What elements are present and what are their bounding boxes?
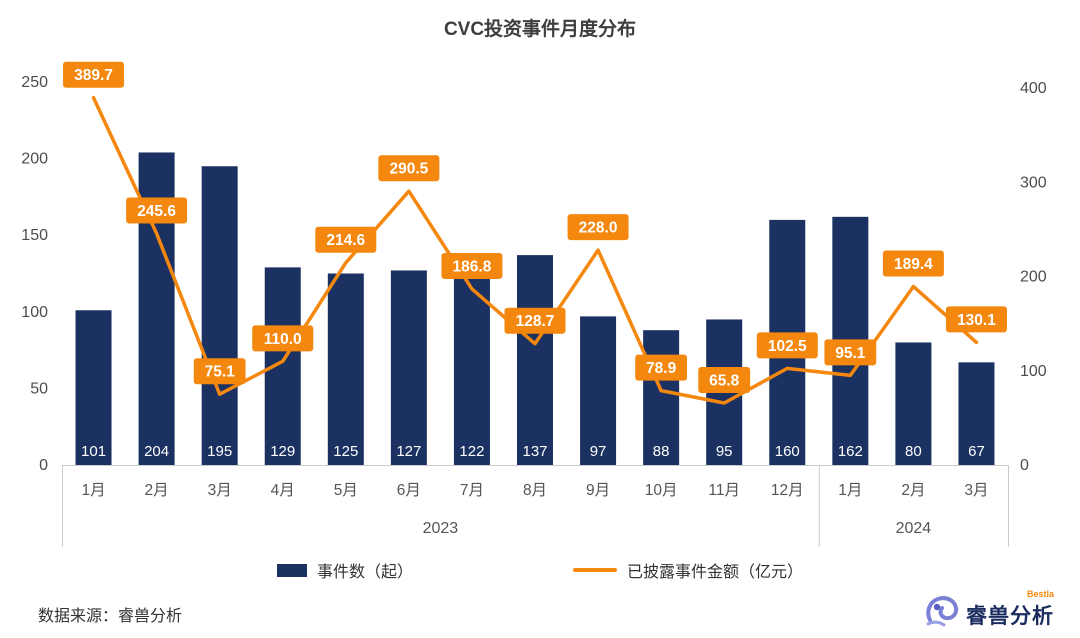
- axes: [62, 465, 1009, 547]
- logo-name: 睿兽分析: [966, 605, 1054, 628]
- svg-text:6月: 6月: [397, 482, 421, 499]
- svg-text:245.6: 245.6: [137, 203, 176, 220]
- bar-value-labels: 101 204 195 129 125 127 122 137 97 88 95 160 162 80 67: [81, 443, 985, 460]
- chart-canvas: 101 204 195 129 125 127 122 137 97 88 95 160 162 80 67…: [21, 61, 1047, 547]
- svg-text:95.1: 95.1: [835, 345, 866, 362]
- logo-tagline: Bestla: [1026, 589, 1054, 599]
- svg-text:400: 400: [1020, 80, 1047, 97]
- svg-text:65.8: 65.8: [709, 372, 740, 389]
- svg-text:122: 122: [459, 443, 484, 460]
- svg-text:75.1: 75.1: [205, 364, 236, 381]
- svg-text:67: 67: [968, 443, 985, 460]
- svg-text:8月: 8月: [523, 482, 547, 499]
- svg-text:300: 300: [1020, 174, 1047, 191]
- svg-text:100: 100: [21, 304, 48, 321]
- svg-text:0: 0: [39, 457, 48, 474]
- svg-text:127: 127: [396, 443, 421, 460]
- axis-tick-labels: 0 50 100 150 200 250 0 100 200 300 400: [21, 74, 1047, 474]
- bar-series-swatch: [276, 563, 307, 577]
- svg-text:389.7: 389.7: [74, 67, 113, 84]
- svg-text:2023: 2023: [423, 520, 459, 537]
- svg-text:125: 125: [333, 443, 358, 460]
- svg-text:7月: 7月: [460, 482, 484, 499]
- legend-item-bars[interactable]: 事件数（起）: [276, 558, 413, 582]
- svg-text:78.9: 78.9: [646, 360, 677, 377]
- svg-text:204: 204: [144, 443, 169, 460]
- brand-logo: Bestla 睿兽分析: [924, 589, 1054, 630]
- svg-text:2月: 2月: [145, 482, 169, 499]
- svg-text:3月: 3月: [964, 482, 988, 499]
- legend-item-line[interactable]: 已披露事件金额（亿元）: [573, 558, 803, 582]
- svg-text:130.1: 130.1: [957, 312, 996, 329]
- bars-group: [75, 152, 995, 466]
- svg-text:137: 137: [522, 443, 547, 460]
- svg-text:129: 129: [270, 443, 295, 460]
- svg-text:162: 162: [838, 443, 863, 460]
- legend-bar-label: 事件数（起）: [316, 564, 413, 581]
- svg-text:200: 200: [1020, 269, 1047, 286]
- svg-text:1月: 1月: [838, 482, 862, 499]
- svg-text:97: 97: [590, 443, 607, 460]
- bestla-logo-icon: [926, 596, 959, 627]
- svg-text:11月: 11月: [708, 482, 740, 499]
- svg-text:4月: 4月: [271, 482, 295, 499]
- svg-text:0: 0: [1020, 457, 1029, 474]
- svg-text:88: 88: [653, 443, 670, 460]
- svg-text:12月: 12月: [771, 482, 804, 499]
- x-axis-labels: 1月 2月 3月 4月 5月 6月 7月 8月 9月 10月 11月 12月 1月 2月 3月 2023 202…: [81, 482, 988, 537]
- data-source-note: 数据来源：睿兽分析: [38, 608, 183, 625]
- svg-text:9月: 9月: [586, 482, 610, 499]
- svg-text:10月: 10月: [645, 482, 678, 499]
- legend: 事件数（起） 已披露事件金额（亿元）: [0, 558, 1080, 582]
- svg-text:50: 50: [30, 380, 48, 397]
- svg-text:2024: 2024: [896, 520, 932, 537]
- svg-text:189.4: 189.4: [894, 256, 933, 273]
- legend-line-label: 已披露事件金额（亿元）: [627, 564, 804, 581]
- svg-text:214.6: 214.6: [326, 232, 365, 249]
- svg-text:290.5: 290.5: [389, 161, 428, 178]
- svg-text:1月: 1月: [81, 482, 105, 499]
- svg-text:100: 100: [1020, 363, 1047, 380]
- svg-text:195: 195: [207, 443, 232, 460]
- svg-text:150: 150: [21, 227, 48, 244]
- svg-text:228.0: 228.0: [579, 220, 618, 237]
- svg-text:102.5: 102.5: [768, 338, 807, 355]
- svg-text:128.7: 128.7: [516, 313, 555, 330]
- svg-text:186.8: 186.8: [453, 258, 492, 275]
- svg-text:160: 160: [775, 443, 800, 460]
- line-value-labels: 389.7 245.6 75.1 110.0 214.6 290.5 186.8 128.7 2…: [63, 61, 1007, 393]
- svg-text:101: 101: [81, 443, 106, 460]
- line-series-swatch: [573, 568, 617, 572]
- chart-title: CVC投资事件月度分布: [443, 19, 637, 40]
- svg-text:250: 250: [21, 74, 48, 91]
- svg-text:110.0: 110.0: [264, 331, 302, 348]
- svg-text:5月: 5月: [334, 482, 358, 499]
- svg-text:2月: 2月: [901, 482, 925, 499]
- svg-text:3月: 3月: [208, 482, 232, 499]
- svg-text:95: 95: [716, 443, 733, 460]
- svg-text:200: 200: [21, 151, 48, 168]
- svg-text:80: 80: [905, 443, 922, 460]
